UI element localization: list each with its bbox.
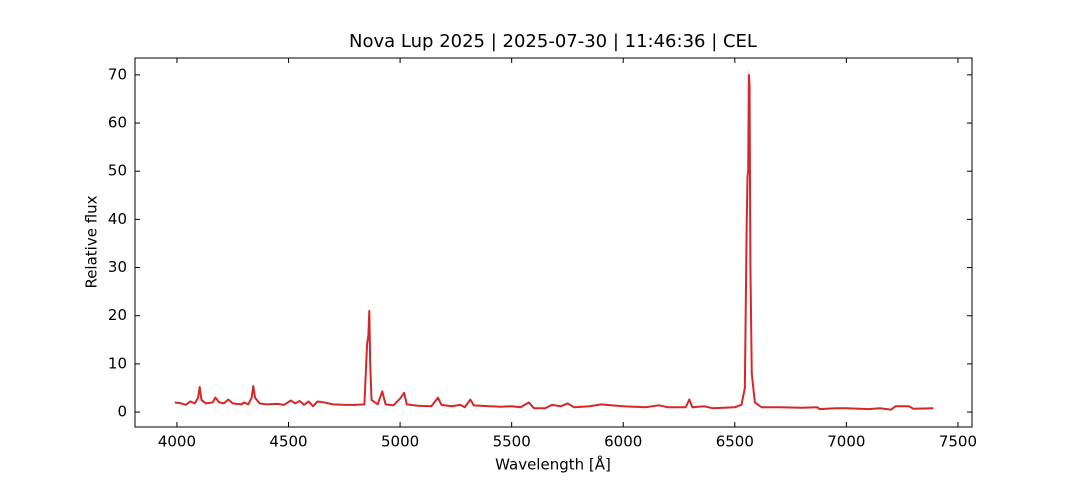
y-tick-label: 50 xyxy=(108,162,127,180)
y-tick-label: 30 xyxy=(108,258,127,276)
y-tick-label: 10 xyxy=(108,354,127,372)
chart-title: Nova Lup 2025 | 2025-07-30 | 11:46:36 | … xyxy=(349,31,757,52)
plot-frame xyxy=(134,57,973,428)
x-tick-label: 6500 xyxy=(716,433,754,451)
y-tick-label: 40 xyxy=(108,210,127,228)
x-tick-label: 4000 xyxy=(158,433,196,451)
x-axis-label: Wavelength [Å] xyxy=(495,455,611,474)
x-tick-label: 5500 xyxy=(493,433,531,451)
y-tick-label: 0 xyxy=(117,403,127,421)
y-tick-label: 60 xyxy=(108,114,127,132)
x-tick-label: 7000 xyxy=(827,433,865,451)
x-tick-label: 5000 xyxy=(381,433,419,451)
x-tick-label: 6000 xyxy=(604,433,642,451)
y-tick-label: 70 xyxy=(108,65,127,83)
y-axis-label: Relative flux xyxy=(83,195,101,288)
spectrum-line xyxy=(174,73,934,411)
x-tick-label: 7500 xyxy=(939,433,977,451)
x-tick-label: 4500 xyxy=(269,433,307,451)
y-tick-label: 20 xyxy=(108,306,127,324)
